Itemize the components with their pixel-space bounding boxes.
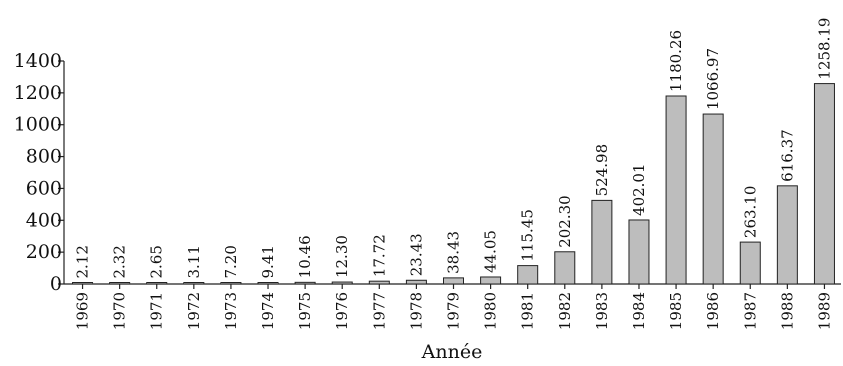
data-label: 23.43 <box>407 233 425 276</box>
x-tick-label: 1984 <box>630 292 648 330</box>
data-label: 38.43 <box>445 231 463 274</box>
x-tick-label: 1982 <box>556 292 574 330</box>
y-tick-label: 1200 <box>14 82 62 104</box>
data-label: 616.37 <box>778 129 796 182</box>
data-label: 1180.26 <box>667 30 685 92</box>
data-label: 202.30 <box>556 195 574 248</box>
x-tick-label: 1969 <box>74 292 92 330</box>
bar <box>739 241 761 285</box>
x-tick-label: 1973 <box>222 292 240 330</box>
y-tick-label: 1000 <box>14 114 62 136</box>
x-tick-label: 1974 <box>259 292 277 330</box>
bar <box>146 282 168 285</box>
x-axis: 1969 1970 1971 1972 1973 1974 1975 1976 1977 1978… <box>64 283 841 330</box>
y-tick-label: 0 <box>50 273 62 295</box>
x-axis-title: Année <box>421 341 483 363</box>
data-label: 7.20 <box>222 245 240 278</box>
x-tick-label: 1975 <box>296 292 314 330</box>
bar <box>591 199 613 285</box>
x-tick-label: 1979 <box>445 292 463 330</box>
data-label: 10.46 <box>296 235 314 278</box>
y-tick-label: 600 <box>26 177 62 199</box>
x-tick-label: 1976 <box>333 292 351 330</box>
x-tick-label: 1972 <box>185 292 203 330</box>
data-label: 263.10 <box>741 186 759 239</box>
x-tick-label: 1986 <box>704 292 722 330</box>
bar <box>183 282 205 285</box>
bar <box>72 282 94 285</box>
bar <box>665 95 687 285</box>
bar <box>443 277 464 285</box>
data-label: 2.65 <box>148 245 166 278</box>
y-tick-label: 200 <box>26 241 62 263</box>
data-label: 2.32 <box>111 245 129 278</box>
value-labels: 2.12 2.32 2.65 3.11 7.20 9.41 10.46 12.30 17.72 2… <box>74 18 834 279</box>
data-label: 12.30 <box>333 235 351 278</box>
x-tick-label: 1978 <box>407 292 425 330</box>
bar <box>628 219 650 285</box>
bar <box>331 281 353 285</box>
x-tick-label: 1989 <box>815 292 833 330</box>
bar <box>220 282 242 285</box>
data-label: 9.41 <box>259 245 277 278</box>
y-tick-label: 400 <box>26 209 62 231</box>
data-label: 2.12 <box>74 245 92 278</box>
x-tick-label: 1981 <box>519 292 537 330</box>
bar <box>554 251 576 285</box>
data-label: 524.98 <box>593 144 611 197</box>
bar <box>405 279 427 285</box>
data-label: 402.01 <box>630 163 648 216</box>
bar <box>813 83 835 285</box>
data-label: 115.45 <box>519 209 537 262</box>
bar <box>294 281 316 285</box>
x-tick-label: 1971 <box>148 292 166 330</box>
x-tick-label: 1985 <box>667 292 685 330</box>
data-label: 3.11 <box>185 245 203 278</box>
x-tick-label: 1977 <box>370 292 388 330</box>
bars <box>72 83 835 285</box>
x-tick-label: 1970 <box>111 292 129 330</box>
x-tick-label: 1988 <box>778 292 796 330</box>
y-axis: 0 200 400 600 800 1000 1200 1400 <box>14 50 65 295</box>
bar <box>702 113 724 285</box>
x-tick-label: 1987 <box>741 292 759 330</box>
data-label: 17.72 <box>370 234 388 277</box>
data-label: 1066.97 <box>704 48 722 110</box>
data-label: 44.05 <box>482 230 500 273</box>
data-label: 1258.19 <box>815 18 833 80</box>
bar <box>368 280 390 285</box>
x-tick-label: 1980 <box>482 292 500 330</box>
y-tick-label: 800 <box>26 146 62 168</box>
bar <box>480 276 502 285</box>
bar <box>517 265 539 285</box>
bar <box>776 185 798 285</box>
bar <box>109 282 131 285</box>
x-tick-label: 1983 <box>593 292 611 330</box>
bar <box>257 282 279 285</box>
y-tick-label: 1400 <box>14 50 62 72</box>
